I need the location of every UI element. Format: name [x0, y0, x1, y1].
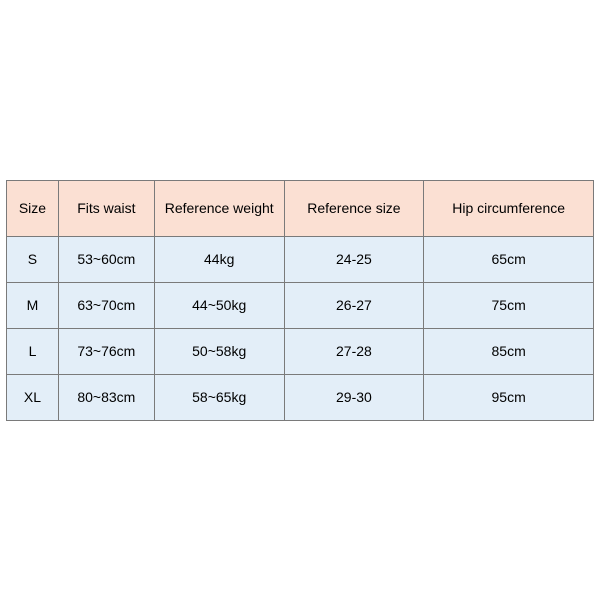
- page-root: Size Fits waist Reference weight Referen…: [0, 0, 600, 600]
- table-cell: 24-25: [284, 236, 424, 282]
- table-cell: 73~76cm: [58, 328, 154, 374]
- table-head: Size Fits waist Reference weight Referen…: [7, 180, 594, 236]
- column-header: Fits waist: [58, 180, 154, 236]
- size-chart-table: Size Fits waist Reference weight Referen…: [6, 180, 594, 421]
- table-row: M 63~70cm 44~50kg 26-27 75cm: [7, 282, 594, 328]
- table-cell: S: [7, 236, 59, 282]
- table-cell: 50~58kg: [154, 328, 284, 374]
- table-cell: 53~60cm: [58, 236, 154, 282]
- table-header-row: Size Fits waist Reference weight Referen…: [7, 180, 594, 236]
- table-row: XL 80~83cm 58~65kg 29-30 95cm: [7, 374, 594, 420]
- table-cell: 27-28: [284, 328, 424, 374]
- table-cell: 75cm: [424, 282, 594, 328]
- column-header: Size: [7, 180, 59, 236]
- table-cell: 65cm: [424, 236, 594, 282]
- table-cell: 44~50kg: [154, 282, 284, 328]
- column-header: Reference size: [284, 180, 424, 236]
- table-cell: 44kg: [154, 236, 284, 282]
- table-cell: 80~83cm: [58, 374, 154, 420]
- table-cell: L: [7, 328, 59, 374]
- table-cell: 85cm: [424, 328, 594, 374]
- column-header: Hip circumference: [424, 180, 594, 236]
- table-cell: 26-27: [284, 282, 424, 328]
- table-cell: XL: [7, 374, 59, 420]
- table-cell: M: [7, 282, 59, 328]
- table-cell: 29-30: [284, 374, 424, 420]
- column-header: Reference weight: [154, 180, 284, 236]
- table-row: S 53~60cm 44kg 24-25 65cm: [7, 236, 594, 282]
- table-row: L 73~76cm 50~58kg 27-28 85cm: [7, 328, 594, 374]
- table-cell: 95cm: [424, 374, 594, 420]
- table-body: S 53~60cm 44kg 24-25 65cm M 63~70cm 44~5…: [7, 236, 594, 420]
- table-cell: 63~70cm: [58, 282, 154, 328]
- table-cell: 58~65kg: [154, 374, 284, 420]
